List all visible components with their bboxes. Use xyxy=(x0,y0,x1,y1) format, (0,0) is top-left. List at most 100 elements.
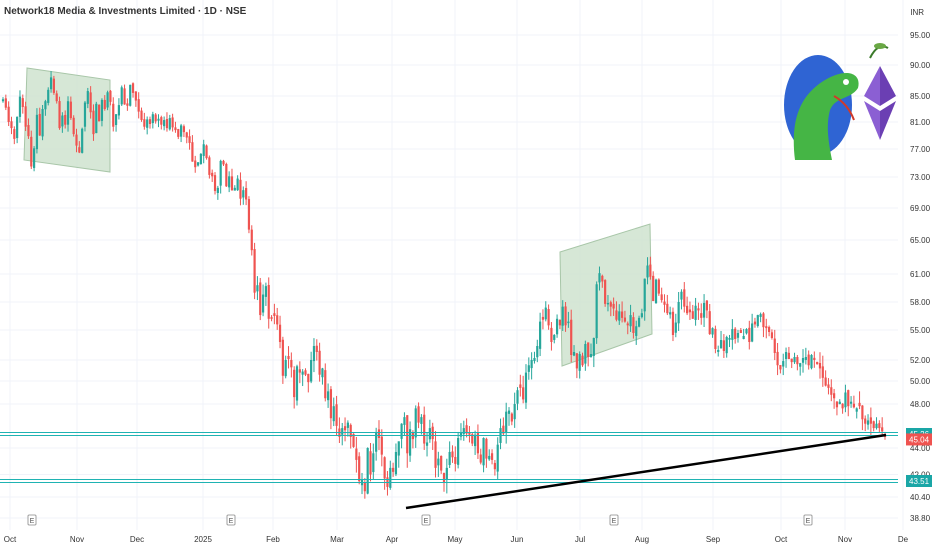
candle-body xyxy=(635,326,638,336)
candle-body xyxy=(558,319,562,326)
candle-body xyxy=(400,423,403,439)
candle-body xyxy=(126,103,129,106)
candle-body xyxy=(476,432,480,454)
x-tick-label: Apr xyxy=(386,535,399,544)
candle-body xyxy=(838,401,841,405)
candle-body xyxy=(872,421,875,429)
candle-body xyxy=(739,330,742,333)
y-tick-label: 40.40 xyxy=(910,493,931,502)
candle-body xyxy=(58,101,61,129)
candle-body xyxy=(287,356,290,359)
candle-body xyxy=(680,291,683,300)
candle-body xyxy=(301,371,304,375)
candle-body xyxy=(564,306,567,326)
candle-body xyxy=(196,162,200,166)
candle-body xyxy=(355,448,358,460)
y-tick-label: 69.00 xyxy=(910,204,931,213)
candle-body xyxy=(753,321,757,325)
candle-body xyxy=(530,360,533,369)
candle-body xyxy=(392,467,395,472)
candle-body xyxy=(114,114,118,126)
candle-body xyxy=(488,455,491,460)
candle-body xyxy=(547,309,550,326)
candle-body xyxy=(194,160,197,168)
candle-body xyxy=(267,284,270,319)
candle-body xyxy=(816,361,819,365)
candle-body xyxy=(72,117,75,135)
candle-body xyxy=(513,404,516,420)
price-level-label-bg xyxy=(906,475,932,487)
candle-body xyxy=(652,275,655,302)
x-tick-label: Oct xyxy=(4,535,17,544)
candle-body xyxy=(462,428,465,435)
candle-body xyxy=(41,109,44,137)
x-tick-label: Jun xyxy=(511,535,524,544)
candle-body xyxy=(64,114,67,125)
candle-body xyxy=(49,77,53,90)
candle-body xyxy=(555,318,559,335)
candle-body xyxy=(759,314,762,317)
candle-body xyxy=(440,455,443,471)
candle-body xyxy=(295,366,299,401)
candle-body xyxy=(66,101,70,125)
earnings-marker-label: E xyxy=(229,518,234,525)
candle-body xyxy=(541,316,545,320)
candle-body xyxy=(604,280,607,304)
candle-body xyxy=(459,432,463,437)
candle-body xyxy=(847,390,850,407)
candle-body xyxy=(745,329,748,334)
candle-body xyxy=(165,118,169,129)
candle-body xyxy=(103,99,106,109)
x-tick-label: Sep xyxy=(706,535,721,544)
candle-body xyxy=(326,391,330,401)
y-tick-label: 85.00 xyxy=(910,92,931,101)
candle-body xyxy=(465,425,468,434)
candle-body xyxy=(154,114,157,122)
candle-body xyxy=(821,366,824,378)
earnings-marker-label: E xyxy=(30,518,35,525)
y-tick-label: 48.00 xyxy=(910,400,931,409)
candle-body xyxy=(844,392,847,408)
candle-body xyxy=(256,285,259,292)
candle-body xyxy=(32,148,36,168)
candle-body xyxy=(694,305,697,320)
candle-body xyxy=(112,103,115,127)
candle-body xyxy=(298,369,301,373)
candle-body xyxy=(284,360,287,377)
candle-body xyxy=(329,389,333,419)
candle-body xyxy=(770,332,774,338)
candle-body xyxy=(151,114,154,124)
y-tick-label: 95.00 xyxy=(910,31,931,40)
candle-body xyxy=(134,91,137,101)
candle-body xyxy=(174,127,177,131)
candle-body xyxy=(318,350,321,375)
candle-body xyxy=(833,393,836,399)
candle-body xyxy=(377,429,381,438)
candle-body xyxy=(697,308,700,311)
candle-body xyxy=(649,264,652,277)
candle-body xyxy=(756,315,759,327)
candle-body xyxy=(773,338,776,353)
candle-body xyxy=(454,456,457,464)
candle-body xyxy=(78,147,81,153)
candle-body xyxy=(615,310,618,320)
candle-body xyxy=(86,91,89,104)
candle-body xyxy=(629,315,632,327)
candle-body xyxy=(493,462,496,470)
candle-body xyxy=(4,98,7,108)
candle-body xyxy=(146,119,149,128)
candle-body xyxy=(827,384,830,388)
candle-body xyxy=(179,125,183,137)
candle-body xyxy=(177,129,180,137)
candle-body xyxy=(801,358,805,363)
candle-body xyxy=(307,373,310,383)
candle-body xyxy=(482,438,485,466)
candle-body xyxy=(349,424,352,437)
candle-body xyxy=(182,126,186,133)
candle-body xyxy=(245,188,248,200)
candle-body xyxy=(734,328,737,339)
candle-body xyxy=(663,301,666,305)
candle-body xyxy=(799,363,802,367)
candle-body xyxy=(16,116,19,139)
